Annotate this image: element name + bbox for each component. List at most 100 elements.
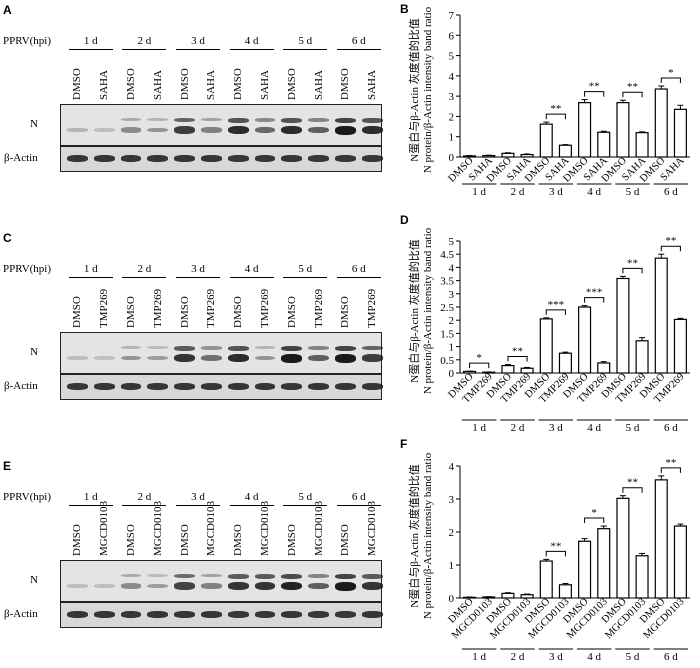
y-tick-label: 2 [449,111,455,123]
group-label: 6 d [664,651,678,663]
significance-bracket [545,550,566,557]
day-underline [122,505,167,506]
actin-band [174,155,195,162]
significance-bracket [584,91,605,97]
significance-bracket [622,91,643,98]
y-tick-label: 6 [449,30,455,42]
day-underline [229,277,274,278]
actin-band [335,383,356,390]
day-underline [176,277,220,278]
actin-band [67,155,88,162]
n-band-upper [201,118,222,122]
day-label: 1 d [83,491,98,503]
actin-label: β-Actin [4,380,38,392]
actin-band [120,383,142,390]
n-band [147,355,169,361]
significance-marker: * [476,352,482,364]
n-band [93,356,115,360]
y-axis-label-en: N protein/β-Actin intensity band ratio [422,227,434,394]
y-tick-label: 3.5 [440,276,454,288]
n-band-upper [361,574,383,579]
day-label: 1 d [83,263,98,275]
n-band-upper [308,574,329,578]
panel-label-a: A [3,3,12,17]
significance-bracket [660,245,681,252]
significance-bracket [469,362,490,369]
actin-band [201,155,222,162]
day-underline [283,277,328,278]
y-tick-label: 0 [449,152,455,164]
group-label: 2 d [511,651,525,663]
bar [501,365,515,374]
group-label: 5 d [626,422,640,434]
n-band [227,581,249,591]
day-underline [122,277,167,278]
significance-marker: ** [550,103,561,115]
day-underline [122,49,167,50]
n-band-upper [308,118,329,122]
day-label: 2 d [137,35,152,47]
day-label: 3 d [191,263,205,275]
actin-band [254,611,276,618]
significance-bracket [584,297,605,303]
actin-band [254,155,276,162]
bar [597,528,611,599]
bar [635,340,649,374]
significance-bracket [584,517,605,524]
day-label: 4 d [244,491,259,503]
n-band [120,355,142,361]
n-band [93,584,115,588]
y-tick-label: 5 [449,236,455,248]
n-band [308,354,329,362]
n-band [67,356,88,360]
y-tick-label: 3 [449,289,455,301]
group-label: 5 d [626,651,640,663]
day-underline [68,49,113,50]
n-label: N [30,574,38,586]
group-label: 3 d [549,186,563,198]
y-tick-label: 4 [449,461,455,473]
actin-band [174,383,195,390]
day-label: 5 d [298,491,313,503]
n-band-upper [254,346,276,349]
bar [578,102,592,158]
bar [558,144,572,158]
n-band [120,583,142,589]
n-band [174,582,195,590]
actin-band [335,611,356,618]
day-label: 4 d [244,263,259,275]
bar [578,540,592,599]
actin-band [281,383,303,390]
bar [597,131,611,158]
bar [558,584,572,599]
n-band [281,581,303,591]
n-blot [60,104,382,146]
group-label: 1 d [472,186,486,198]
y-axis-label-en: N protein/β-Actin intensity band ratio [422,6,434,173]
significance-marker: * [591,507,597,519]
actin-band [120,155,142,162]
significance-marker: ** [512,346,523,358]
y-tick-label: 4 [449,71,455,83]
actin-band [201,611,222,618]
actin-label: β-Actin [4,608,38,620]
day-label: 5 d [298,35,313,47]
bar [673,318,687,374]
significance-marker: *** [586,287,603,299]
significance-marker: ** [665,235,676,247]
n-band [201,127,222,133]
bar [616,102,630,158]
group-label: 1 d [472,422,486,434]
n-band-upper [201,346,222,350]
panel-label-e: E [3,459,12,473]
day-underline [336,49,381,50]
n-band-upper [174,346,195,351]
row-header-pprv: PPRV(hpi) [3,35,52,47]
actin-band [227,383,249,390]
actin-band [120,611,142,618]
n-band [201,355,222,361]
y-tick-label: 0 [449,593,455,605]
actin-band [201,383,222,390]
group-label: 1 d [472,651,486,663]
n-label: N [30,118,38,130]
